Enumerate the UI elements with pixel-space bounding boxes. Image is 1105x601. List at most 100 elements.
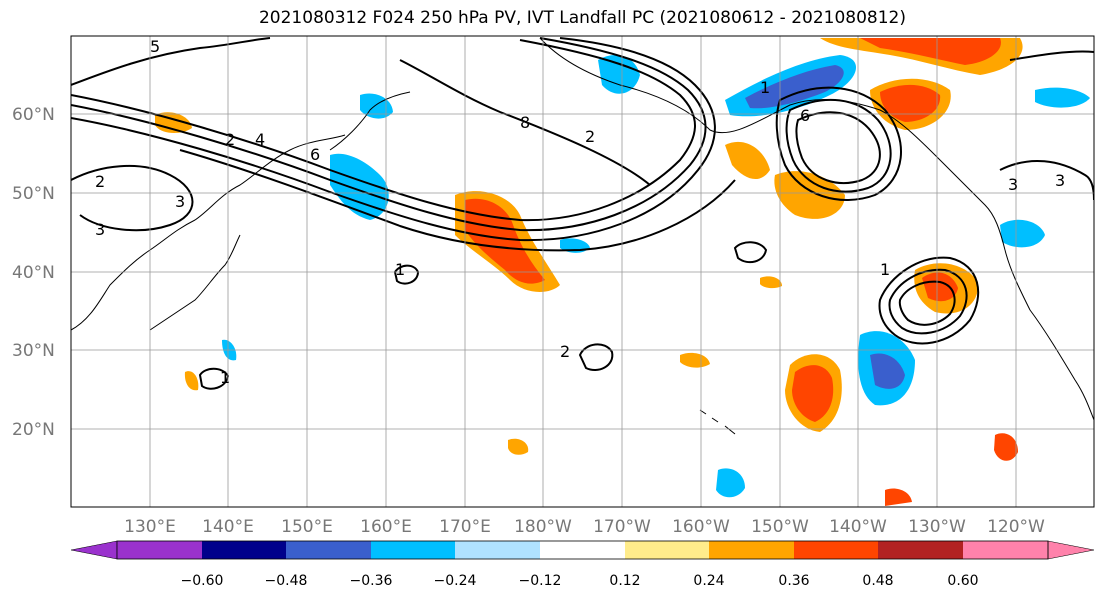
lon-label: 170°W xyxy=(593,517,651,537)
negative-anomaly-region xyxy=(598,55,640,94)
west-contour xyxy=(71,165,194,232)
map-title: 2021080312 F024 250 hPa PV, IVT Landfall… xyxy=(258,8,906,28)
lon-label: 160°E xyxy=(360,517,412,537)
contour-label: 2 xyxy=(585,127,595,146)
colorbar-segment xyxy=(625,541,709,559)
alaska-loop xyxy=(785,98,892,193)
positive-anomaly-region xyxy=(774,171,845,219)
lon-label: 150°W xyxy=(751,517,809,537)
positive-anomaly-region xyxy=(680,352,710,368)
japan-coastline xyxy=(149,234,241,331)
jet-contour xyxy=(71,39,696,222)
alaska-coastline xyxy=(539,37,1006,251)
small-circle-contour xyxy=(733,241,768,264)
contour-label: 3 xyxy=(175,192,185,211)
jet-contour xyxy=(71,37,716,242)
contour-label: 2 xyxy=(225,130,235,149)
negative-anomaly-region xyxy=(330,153,389,220)
jet-contour xyxy=(399,59,651,186)
negative-anomaly-region xyxy=(870,353,905,389)
colorbar-segment xyxy=(709,541,794,559)
positive-anomaly-region xyxy=(860,38,1001,65)
lat-label: 30°N xyxy=(12,341,55,361)
lon-label: 120°W xyxy=(987,517,1045,537)
graticule xyxy=(71,36,1094,507)
west-contour xyxy=(71,37,271,86)
positive-anomaly-region xyxy=(792,365,834,422)
kamchatka-coastline xyxy=(329,91,411,151)
positive-anomaly-region xyxy=(922,272,958,302)
colorbar-frame xyxy=(116,540,1049,560)
east-contour xyxy=(1009,50,1094,61)
contour-label: 6 xyxy=(310,145,320,164)
colorbar-tick-label: −0.60 xyxy=(181,573,224,589)
colorbar-tick-label: 0.24 xyxy=(693,573,724,589)
colorbar-tick-label: −0.48 xyxy=(265,573,308,589)
lon-label: 140°W xyxy=(829,517,887,537)
alaska-loop xyxy=(795,111,881,184)
contour-label: 5 xyxy=(150,37,160,56)
low-contour xyxy=(888,268,968,335)
colorbar-segment xyxy=(117,541,202,559)
lon-label: 150°E xyxy=(281,517,333,537)
colorbar-tick-label: −0.36 xyxy=(350,573,393,589)
contour-label: 6 xyxy=(800,106,810,125)
positive-anomaly-region xyxy=(994,433,1018,461)
contour-label: 2 xyxy=(560,342,570,361)
colorbar-segment xyxy=(540,541,625,559)
lon-labels: 130°E 140°E 150°E 160°E 170°E 180°W 170°… xyxy=(124,517,1045,537)
contour-label: 2 xyxy=(95,172,105,191)
shaded-regions xyxy=(155,38,1090,506)
colorbar-segments xyxy=(117,541,1048,559)
contour-label: 1 xyxy=(395,260,405,279)
lon-label: 140°E xyxy=(202,517,254,537)
colorbar-tick-label: −0.12 xyxy=(519,573,562,589)
contour-label: 1 xyxy=(760,78,770,97)
contour-labels: 5 2 4 6 2 3 3 8 2 2 1 3 3 1 1 1 6 xyxy=(95,37,1065,387)
colorbar-tick-label: 0.12 xyxy=(609,573,640,589)
low-contour xyxy=(878,256,980,345)
colorbar-segment xyxy=(878,541,963,559)
colorbar-segment xyxy=(794,541,878,559)
lat-label: 60°N xyxy=(12,105,55,125)
lat-labels: 60°N 50°N 40°N 30°N 20°N xyxy=(12,105,55,440)
small-circle-contour xyxy=(578,343,614,371)
lon-label: 160°W xyxy=(672,517,730,537)
contour-label: 4 xyxy=(255,130,265,149)
colorbar-tick-label: −0.24 xyxy=(434,573,477,589)
colorbar: −0.60 −0.48 −0.36 −0.24 −0.12 0.12 0.24 … xyxy=(70,540,1095,589)
negative-anomaly-region xyxy=(1000,219,1045,248)
lat-label: 20°N xyxy=(12,420,55,440)
map-frame xyxy=(70,35,1095,508)
positive-anomaly-region xyxy=(465,198,545,284)
lon-label: 130°E xyxy=(124,517,176,537)
colorbar-tick-label: 0.36 xyxy=(778,573,809,589)
contour-label: 3 xyxy=(95,220,105,239)
negative-anomaly-region xyxy=(716,468,745,498)
jet-contour xyxy=(179,149,736,252)
colorbar-extend-max xyxy=(1047,540,1095,560)
colorbar-segment xyxy=(455,541,540,559)
positive-anomaly-region xyxy=(885,488,912,506)
contour-label: 3 xyxy=(1055,171,1065,190)
colorbar-extend-min xyxy=(70,540,118,560)
contour-label: 3 xyxy=(1008,175,1018,194)
colorbar-segment xyxy=(963,541,1048,559)
pv-contours xyxy=(71,37,1094,390)
lon-label: 180°W xyxy=(514,517,572,537)
positive-anomaly-region xyxy=(725,141,770,180)
alaska-loop xyxy=(775,86,902,202)
colorbar-segment xyxy=(286,541,371,559)
positive-anomaly-region xyxy=(508,438,529,455)
contour-label: 1 xyxy=(880,260,890,279)
positive-anomaly-region xyxy=(880,84,941,122)
colorbar-segment xyxy=(202,541,286,559)
colorbar-tick-label: 0.48 xyxy=(862,573,893,589)
negative-anomaly-region xyxy=(1035,87,1090,108)
jet-contour xyxy=(71,37,707,232)
lon-label: 170°E xyxy=(439,517,491,537)
positive-anomaly-region xyxy=(760,276,782,289)
negative-anomaly-region xyxy=(745,65,844,109)
colorbar-segment xyxy=(371,541,455,559)
